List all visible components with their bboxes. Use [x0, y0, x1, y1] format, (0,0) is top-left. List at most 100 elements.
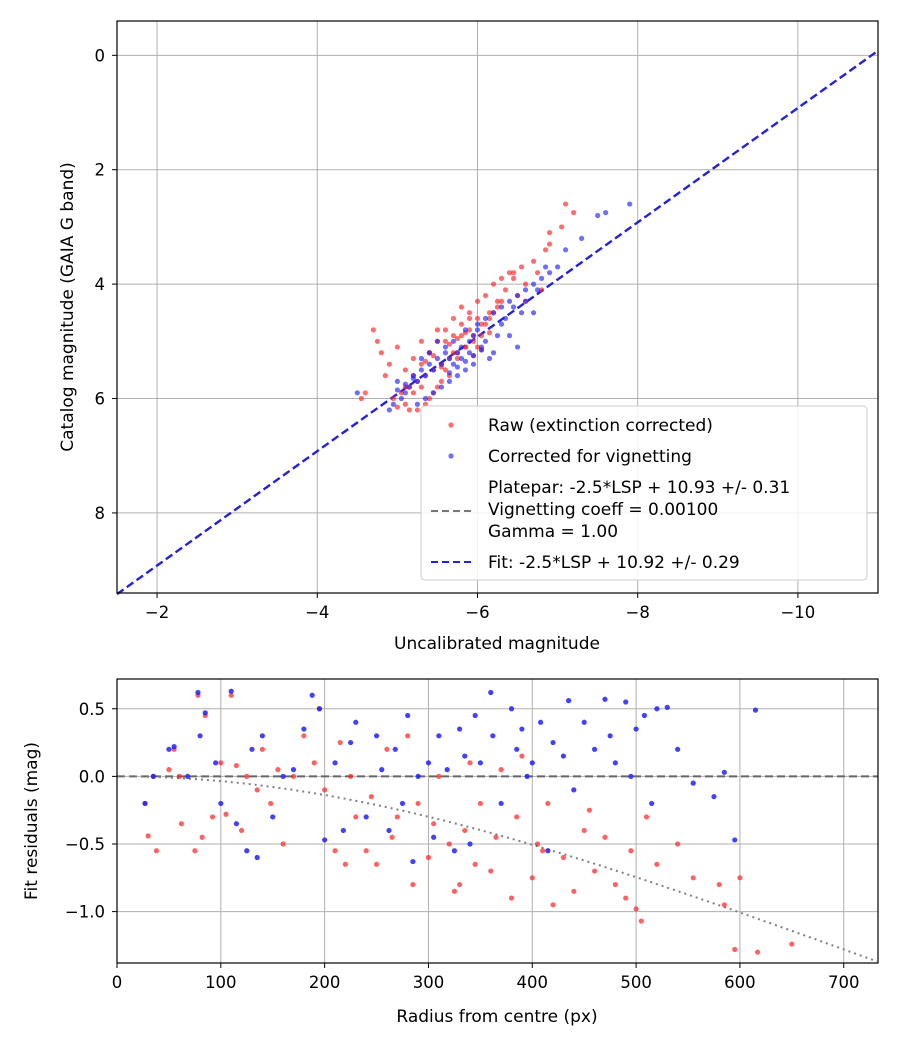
corrected-residual-point: [462, 753, 468, 759]
corrected-residual-point: [721, 769, 727, 775]
raw-residual-point: [550, 902, 556, 908]
corrected-point: [430, 367, 437, 373]
raw-point: [458, 321, 465, 327]
corrected-point: [478, 347, 485, 353]
legend-corrected-marker: [448, 453, 454, 459]
corrected-point: [438, 384, 445, 390]
raw-residual-point: [571, 888, 577, 894]
corrected-residual-point: [514, 746, 520, 752]
raw-point: [498, 275, 505, 281]
corrected-point: [486, 355, 493, 362]
corrected-residual-point: [166, 746, 172, 752]
raw-residual-point: [560, 854, 567, 861]
raw-point: [466, 310, 473, 316]
corrected-residual-point: [259, 733, 265, 739]
corrected-residual-point: [488, 689, 494, 696]
raw-residual-point: [415, 800, 421, 807]
corrected-point: [418, 367, 424, 373]
corrected-point: [534, 287, 541, 293]
raw-residual-point: [280, 841, 286, 847]
corrected-point: [474, 321, 481, 327]
top-y-tick-label: 0: [95, 46, 106, 65]
corrected-residual-point: [529, 760, 535, 766]
top-y-axis-label: Catalog magnitude (GAIA G band): [58, 162, 78, 452]
raw-point: [410, 355, 416, 362]
raw-point: [482, 292, 489, 299]
top-x-tick-label: −6: [465, 603, 489, 622]
corrected-point: [422, 395, 429, 402]
corrected-residual-point: [270, 814, 276, 820]
legend-vignetting-label: Vignetting coeff = 0.00100: [488, 500, 718, 520]
raw-point: [458, 333, 465, 339]
top-x-tick-label: −8: [626, 603, 650, 622]
bottom-x-tick-label: 400: [517, 973, 549, 992]
raw-residual-point: [472, 861, 478, 867]
corrected-residual-point: [431, 834, 437, 840]
corrected-point: [354, 390, 360, 396]
top-x-axis-label: Uncalibrated magnitude: [394, 634, 600, 654]
corrected-point: [442, 350, 449, 356]
raw-residual-point: [675, 841, 681, 847]
raw-point: [542, 247, 549, 253]
corrected-residual-point: [316, 706, 323, 712]
raw-point: [438, 378, 445, 384]
raw-residual-point: [628, 848, 634, 854]
corrected-residual-point: [444, 767, 450, 773]
corrected-residual-point: [405, 712, 411, 719]
corrected-point: [498, 304, 505, 310]
corrected-point: [490, 310, 497, 316]
raw-residual-point: [612, 881, 618, 888]
raw-point: [434, 384, 441, 390]
raw-residual-point: [145, 833, 151, 839]
legend: Raw (extinction corrected) Corrected for…: [420, 405, 868, 581]
corrected-point: [414, 401, 420, 407]
top-raw-points: [358, 201, 577, 413]
raw-residual-point: [223, 811, 229, 817]
raw-point: [418, 384, 424, 390]
raw-point: [386, 361, 392, 367]
corrected-residual-point: [425, 760, 432, 766]
corrected-residual-point: [545, 848, 551, 854]
raw-point: [454, 355, 461, 362]
vignetting-curve: [117, 775, 878, 963]
top-corrected-points: [354, 201, 633, 413]
raw-residual-point: [737, 875, 743, 881]
raw-residual-point: [467, 760, 473, 766]
raw-residual-point: [347, 773, 354, 779]
corrected-point: [434, 338, 441, 344]
corrected-point: [595, 212, 601, 219]
corrected-residual-point: [197, 733, 203, 739]
corrected-point: [546, 270, 553, 276]
corrected-residual-point: [410, 858, 416, 865]
raw-residual-point: [581, 827, 587, 834]
corrected-point: [554, 264, 561, 270]
corrected-point: [518, 310, 525, 316]
raw-point: [498, 298, 505, 304]
corrected-point: [514, 344, 521, 350]
raw-residual-point: [732, 946, 738, 953]
corrected-residual-point: [347, 739, 354, 746]
corrected-point: [627, 201, 633, 207]
corrected-point: [406, 384, 412, 390]
raw-residual-point: [238, 827, 245, 834]
corrected-residual-point: [386, 827, 392, 834]
raw-residual-point: [638, 918, 644, 924]
bottom-y-tick-label: 0.0: [79, 767, 105, 786]
raw-residual-point: [789, 941, 795, 947]
raw-point: [478, 333, 485, 339]
corrected-point: [414, 378, 420, 384]
corrected-point: [466, 350, 473, 356]
raw-point: [374, 338, 380, 344]
corrected-point: [470, 353, 477, 359]
corrected-point: [530, 281, 537, 287]
corrected-point: [498, 321, 505, 327]
corrected-point: [458, 344, 465, 350]
raw-point: [474, 315, 481, 322]
raw-residual-point: [425, 854, 432, 861]
raw-residual-point: [498, 767, 504, 773]
bottom-y-tick-label: −1.0: [65, 903, 105, 922]
top-x-tick-label: −4: [305, 603, 329, 622]
raw-point: [406, 407, 412, 413]
corrected-residual-point: [641, 712, 648, 719]
